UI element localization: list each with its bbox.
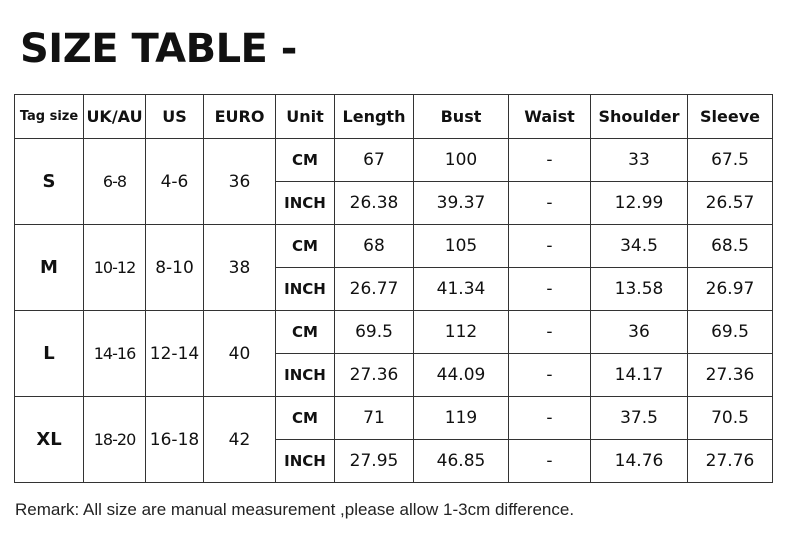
us-cell: 12-14 [145,310,204,397]
us-cell: 4-6 [145,138,204,225]
measurement-cell: 44.09 [413,353,509,397]
measurement-cell: 112 [413,310,509,354]
column-header: Bust [413,94,509,139]
measurement-cell: 69.5 [334,310,414,354]
unit-cell: CM [275,396,335,440]
column-header: Unit [275,94,335,139]
measurement-cell: 26.97 [687,267,773,311]
us-cell: 16-18 [145,396,204,483]
table-row: L 14-16 12-14 40 CM 69.5 112-36 69.5 [14,310,773,397]
unit-cell: INCH [275,439,335,483]
unit-cell: CM [275,224,335,268]
measurement-cell: 69.5 [687,310,773,354]
measurement-cell: 68 [334,224,414,268]
table-row: M 10-12 8-10 38 CM 68 105-34.5 68.5 [14,224,773,311]
measurement-cell: - [508,353,591,397]
measurement-cell: 13.58 [590,267,688,311]
measurement-cell: 68.5 [687,224,773,268]
measurement-cell: 33 [590,138,688,182]
measurement-cell: 70.5 [687,396,773,440]
header-row: Tag size UK/AU US EURO Unit Length Bust Waist Sh… [14,94,773,139]
table-row: XL 18-20 16-18 42 CM 71 119-37.5 70.5 [14,396,773,483]
measurement-cell: 67.5 [687,138,773,182]
page-title: SIZE TABLE - [20,26,297,72]
measurement-cell: - [508,181,591,225]
measurement-cell: 100 [413,138,509,182]
measurement-cell: 34.5 [590,224,688,268]
tag-size-cell: S [14,138,84,225]
measurement-cell: 26.57 [687,181,773,225]
measurement-cell: 36 [590,310,688,354]
measurement-cell: 26.38 [334,181,414,225]
measurement-cell: 27.76 [687,439,773,483]
table-row: INCH 27.95 46.85-14.76 27.76 [15,439,773,483]
measurement-cell: 37.5 [590,396,688,440]
table-row: INCH 26.77 41.34-13.58 26.97 [15,267,773,311]
measurement-cell: 27.36 [334,353,414,397]
measurement-cell: 14.17 [590,353,688,397]
table-row: INCH 27.36 44.09-14.17 27.36 [15,353,773,397]
us-cell: 8-10 [145,224,204,311]
unit-cell: CM [275,138,335,182]
measurement-cell: - [508,267,591,311]
measurement-cell: 27.36 [687,353,773,397]
column-header: Sleeve [687,94,773,139]
measurement-cell: 26.77 [334,267,414,311]
measurement-cell: 46.85 [413,439,509,483]
tag-size-cell: XL [14,396,84,483]
measurement-cell: 67 [334,138,414,182]
measurement-cell: - [508,138,591,182]
column-header: Length [334,94,414,139]
measurement-cell: 105 [413,224,509,268]
uk-au-cell: 6-8 [83,138,146,225]
uk-au-cell: 10-12 [83,224,146,311]
unit-cell: INCH [275,353,335,397]
table-row: INCH 26.38 39.37-12.99 26.57 [15,181,773,225]
unit-cell: INCH [275,181,335,225]
uk-au-cell: 18-20 [83,396,146,483]
measurement-cell: 41.34 [413,267,509,311]
measurement-cell: 119 [413,396,509,440]
uk-au-cell: 14-16 [83,310,146,397]
euro-cell: 40 [203,310,276,397]
euro-cell: 42 [203,396,276,483]
column-header: Tag size [14,94,84,139]
measurement-cell: 14.76 [590,439,688,483]
size-table: Tag size UK/AU US EURO Unit Length Bust Waist Sh… [14,94,773,483]
column-header: US [145,94,204,139]
measurement-cell: 71 [334,396,414,440]
remark-text: Remark: All size are manual measurement … [15,500,575,519]
tag-size-cell: M [14,224,84,311]
column-header: UK/AU [83,94,146,139]
unit-cell: INCH [275,267,335,311]
euro-cell: 36 [203,138,276,225]
column-header: Shoulder [590,94,688,139]
measurement-cell: - [508,224,591,268]
euro-cell: 38 [203,224,276,311]
measurement-cell: - [508,396,591,440]
measurement-cell: 27.95 [334,439,414,483]
column-header: Waist [508,94,591,139]
measurement-cell: - [508,439,591,483]
table-row: S 6-8 4-6 36 CM 67 100-33 67.5 [14,138,773,225]
measurement-cell: 12.99 [590,181,688,225]
measurement-cell: - [508,310,591,354]
measurement-cell: 39.37 [413,181,509,225]
tag-size-cell: L [14,310,84,397]
column-header: EURO [203,94,276,139]
unit-cell: CM [275,310,335,354]
